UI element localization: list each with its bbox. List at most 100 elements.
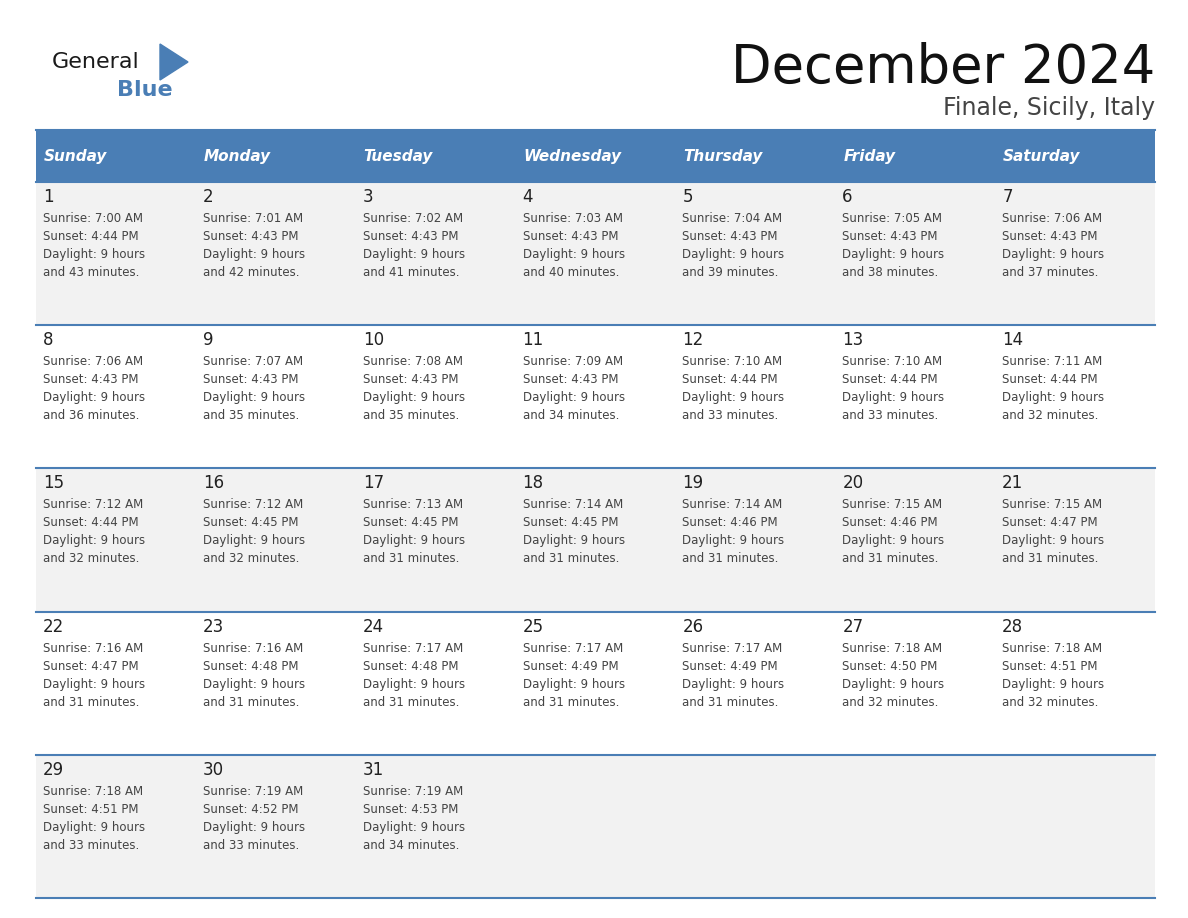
- Text: Daylight: 9 hours: Daylight: 9 hours: [43, 534, 145, 547]
- Bar: [676, 130, 835, 182]
- Text: Sunset: 4:48 PM: Sunset: 4:48 PM: [362, 660, 459, 673]
- Text: Daylight: 9 hours: Daylight: 9 hours: [203, 248, 305, 261]
- Bar: [196, 468, 355, 611]
- Text: Sunrise: 7:00 AM: Sunrise: 7:00 AM: [43, 212, 143, 225]
- Text: and 32 minutes.: and 32 minutes.: [203, 553, 299, 565]
- Text: Sunset: 4:52 PM: Sunset: 4:52 PM: [203, 803, 298, 816]
- Text: and 31 minutes.: and 31 minutes.: [842, 553, 939, 565]
- Bar: [676, 611, 835, 755]
- Text: 22: 22: [43, 618, 64, 635]
- Text: 4: 4: [523, 188, 533, 206]
- Bar: [835, 130, 996, 182]
- Text: Sunrise: 7:14 AM: Sunrise: 7:14 AM: [682, 498, 783, 511]
- Text: Sunset: 4:44 PM: Sunset: 4:44 PM: [43, 230, 139, 243]
- Text: Sunrise: 7:17 AM: Sunrise: 7:17 AM: [523, 642, 623, 655]
- Text: 27: 27: [842, 618, 864, 635]
- Text: and 32 minutes.: and 32 minutes.: [1003, 696, 1099, 709]
- Text: Sunset: 4:47 PM: Sunset: 4:47 PM: [1003, 517, 1098, 530]
- Text: Daylight: 9 hours: Daylight: 9 hours: [362, 821, 465, 834]
- Text: Sunrise: 7:14 AM: Sunrise: 7:14 AM: [523, 498, 623, 511]
- Text: Sunrise: 7:19 AM: Sunrise: 7:19 AM: [362, 785, 463, 798]
- Text: Daylight: 9 hours: Daylight: 9 hours: [1003, 677, 1105, 690]
- Text: December 2024: December 2024: [731, 42, 1155, 94]
- Bar: [996, 182, 1155, 325]
- Text: 16: 16: [203, 475, 225, 492]
- Text: Sunset: 4:45 PM: Sunset: 4:45 PM: [362, 517, 459, 530]
- Text: Sunset: 4:44 PM: Sunset: 4:44 PM: [842, 374, 937, 386]
- Text: 20: 20: [842, 475, 864, 492]
- Bar: [835, 755, 996, 898]
- Text: Daylight: 9 hours: Daylight: 9 hours: [1003, 248, 1105, 261]
- Bar: [355, 130, 516, 182]
- Text: Daylight: 9 hours: Daylight: 9 hours: [682, 248, 784, 261]
- Text: Sunset: 4:51 PM: Sunset: 4:51 PM: [1003, 660, 1098, 673]
- Text: Sunset: 4:43 PM: Sunset: 4:43 PM: [43, 374, 139, 386]
- Text: Daylight: 9 hours: Daylight: 9 hours: [1003, 391, 1105, 404]
- Text: Daylight: 9 hours: Daylight: 9 hours: [203, 534, 305, 547]
- Text: General: General: [52, 52, 140, 72]
- Bar: [516, 468, 676, 611]
- Bar: [36, 325, 196, 468]
- Text: and 33 minutes.: and 33 minutes.: [842, 409, 939, 422]
- Text: and 35 minutes.: and 35 minutes.: [362, 409, 459, 422]
- Text: 23: 23: [203, 618, 225, 635]
- Text: and 31 minutes.: and 31 minutes.: [362, 553, 459, 565]
- Text: Daylight: 9 hours: Daylight: 9 hours: [523, 534, 625, 547]
- Text: Blue: Blue: [116, 80, 172, 100]
- Text: and 31 minutes.: and 31 minutes.: [43, 696, 139, 709]
- Text: and 32 minutes.: and 32 minutes.: [842, 696, 939, 709]
- Text: Sunrise: 7:16 AM: Sunrise: 7:16 AM: [43, 642, 144, 655]
- Text: Tuesday: Tuesday: [364, 149, 434, 163]
- Text: and 38 minutes.: and 38 minutes.: [842, 266, 939, 279]
- Text: Daylight: 9 hours: Daylight: 9 hours: [203, 391, 305, 404]
- Bar: [36, 182, 196, 325]
- Bar: [996, 611, 1155, 755]
- Bar: [835, 182, 996, 325]
- Text: Sunrise: 7:09 AM: Sunrise: 7:09 AM: [523, 355, 623, 368]
- Text: Sunset: 4:46 PM: Sunset: 4:46 PM: [842, 517, 937, 530]
- Text: Daylight: 9 hours: Daylight: 9 hours: [682, 391, 784, 404]
- Bar: [676, 755, 835, 898]
- Text: 13: 13: [842, 331, 864, 349]
- Text: 25: 25: [523, 618, 544, 635]
- Text: Sunrise: 7:01 AM: Sunrise: 7:01 AM: [203, 212, 303, 225]
- Bar: [196, 182, 355, 325]
- Text: Sunset: 4:43 PM: Sunset: 4:43 PM: [682, 230, 778, 243]
- Text: Daylight: 9 hours: Daylight: 9 hours: [43, 248, 145, 261]
- Text: and 33 minutes.: and 33 minutes.: [203, 839, 299, 852]
- Text: and 36 minutes.: and 36 minutes.: [43, 409, 139, 422]
- Text: 17: 17: [362, 475, 384, 492]
- Bar: [36, 755, 196, 898]
- Text: 29: 29: [43, 761, 64, 778]
- Bar: [196, 130, 355, 182]
- Text: Sunrise: 7:07 AM: Sunrise: 7:07 AM: [203, 355, 303, 368]
- Text: Sunset: 4:46 PM: Sunset: 4:46 PM: [682, 517, 778, 530]
- Text: 31: 31: [362, 761, 384, 778]
- Text: 24: 24: [362, 618, 384, 635]
- Text: Sunset: 4:43 PM: Sunset: 4:43 PM: [523, 374, 618, 386]
- Bar: [196, 325, 355, 468]
- Bar: [36, 611, 196, 755]
- Text: Sunset: 4:43 PM: Sunset: 4:43 PM: [362, 374, 459, 386]
- Text: Daylight: 9 hours: Daylight: 9 hours: [43, 677, 145, 690]
- Text: Daylight: 9 hours: Daylight: 9 hours: [203, 821, 305, 834]
- Text: Daylight: 9 hours: Daylight: 9 hours: [362, 248, 465, 261]
- Text: Sunrise: 7:17 AM: Sunrise: 7:17 AM: [682, 642, 783, 655]
- Text: Daylight: 9 hours: Daylight: 9 hours: [523, 677, 625, 690]
- Text: Daylight: 9 hours: Daylight: 9 hours: [362, 677, 465, 690]
- Polygon shape: [160, 44, 188, 80]
- Text: and 31 minutes.: and 31 minutes.: [523, 696, 619, 709]
- Text: Sunset: 4:43 PM: Sunset: 4:43 PM: [1003, 230, 1098, 243]
- Bar: [996, 130, 1155, 182]
- Text: and 31 minutes.: and 31 minutes.: [362, 696, 459, 709]
- Text: Daylight: 9 hours: Daylight: 9 hours: [842, 677, 944, 690]
- Bar: [835, 611, 996, 755]
- Text: 9: 9: [203, 331, 214, 349]
- Text: Sunday: Sunday: [44, 149, 107, 163]
- Bar: [196, 611, 355, 755]
- Text: Sunrise: 7:03 AM: Sunrise: 7:03 AM: [523, 212, 623, 225]
- Text: Sunrise: 7:04 AM: Sunrise: 7:04 AM: [682, 212, 783, 225]
- Text: 19: 19: [682, 475, 703, 492]
- Text: 10: 10: [362, 331, 384, 349]
- Text: and 43 minutes.: and 43 minutes.: [43, 266, 139, 279]
